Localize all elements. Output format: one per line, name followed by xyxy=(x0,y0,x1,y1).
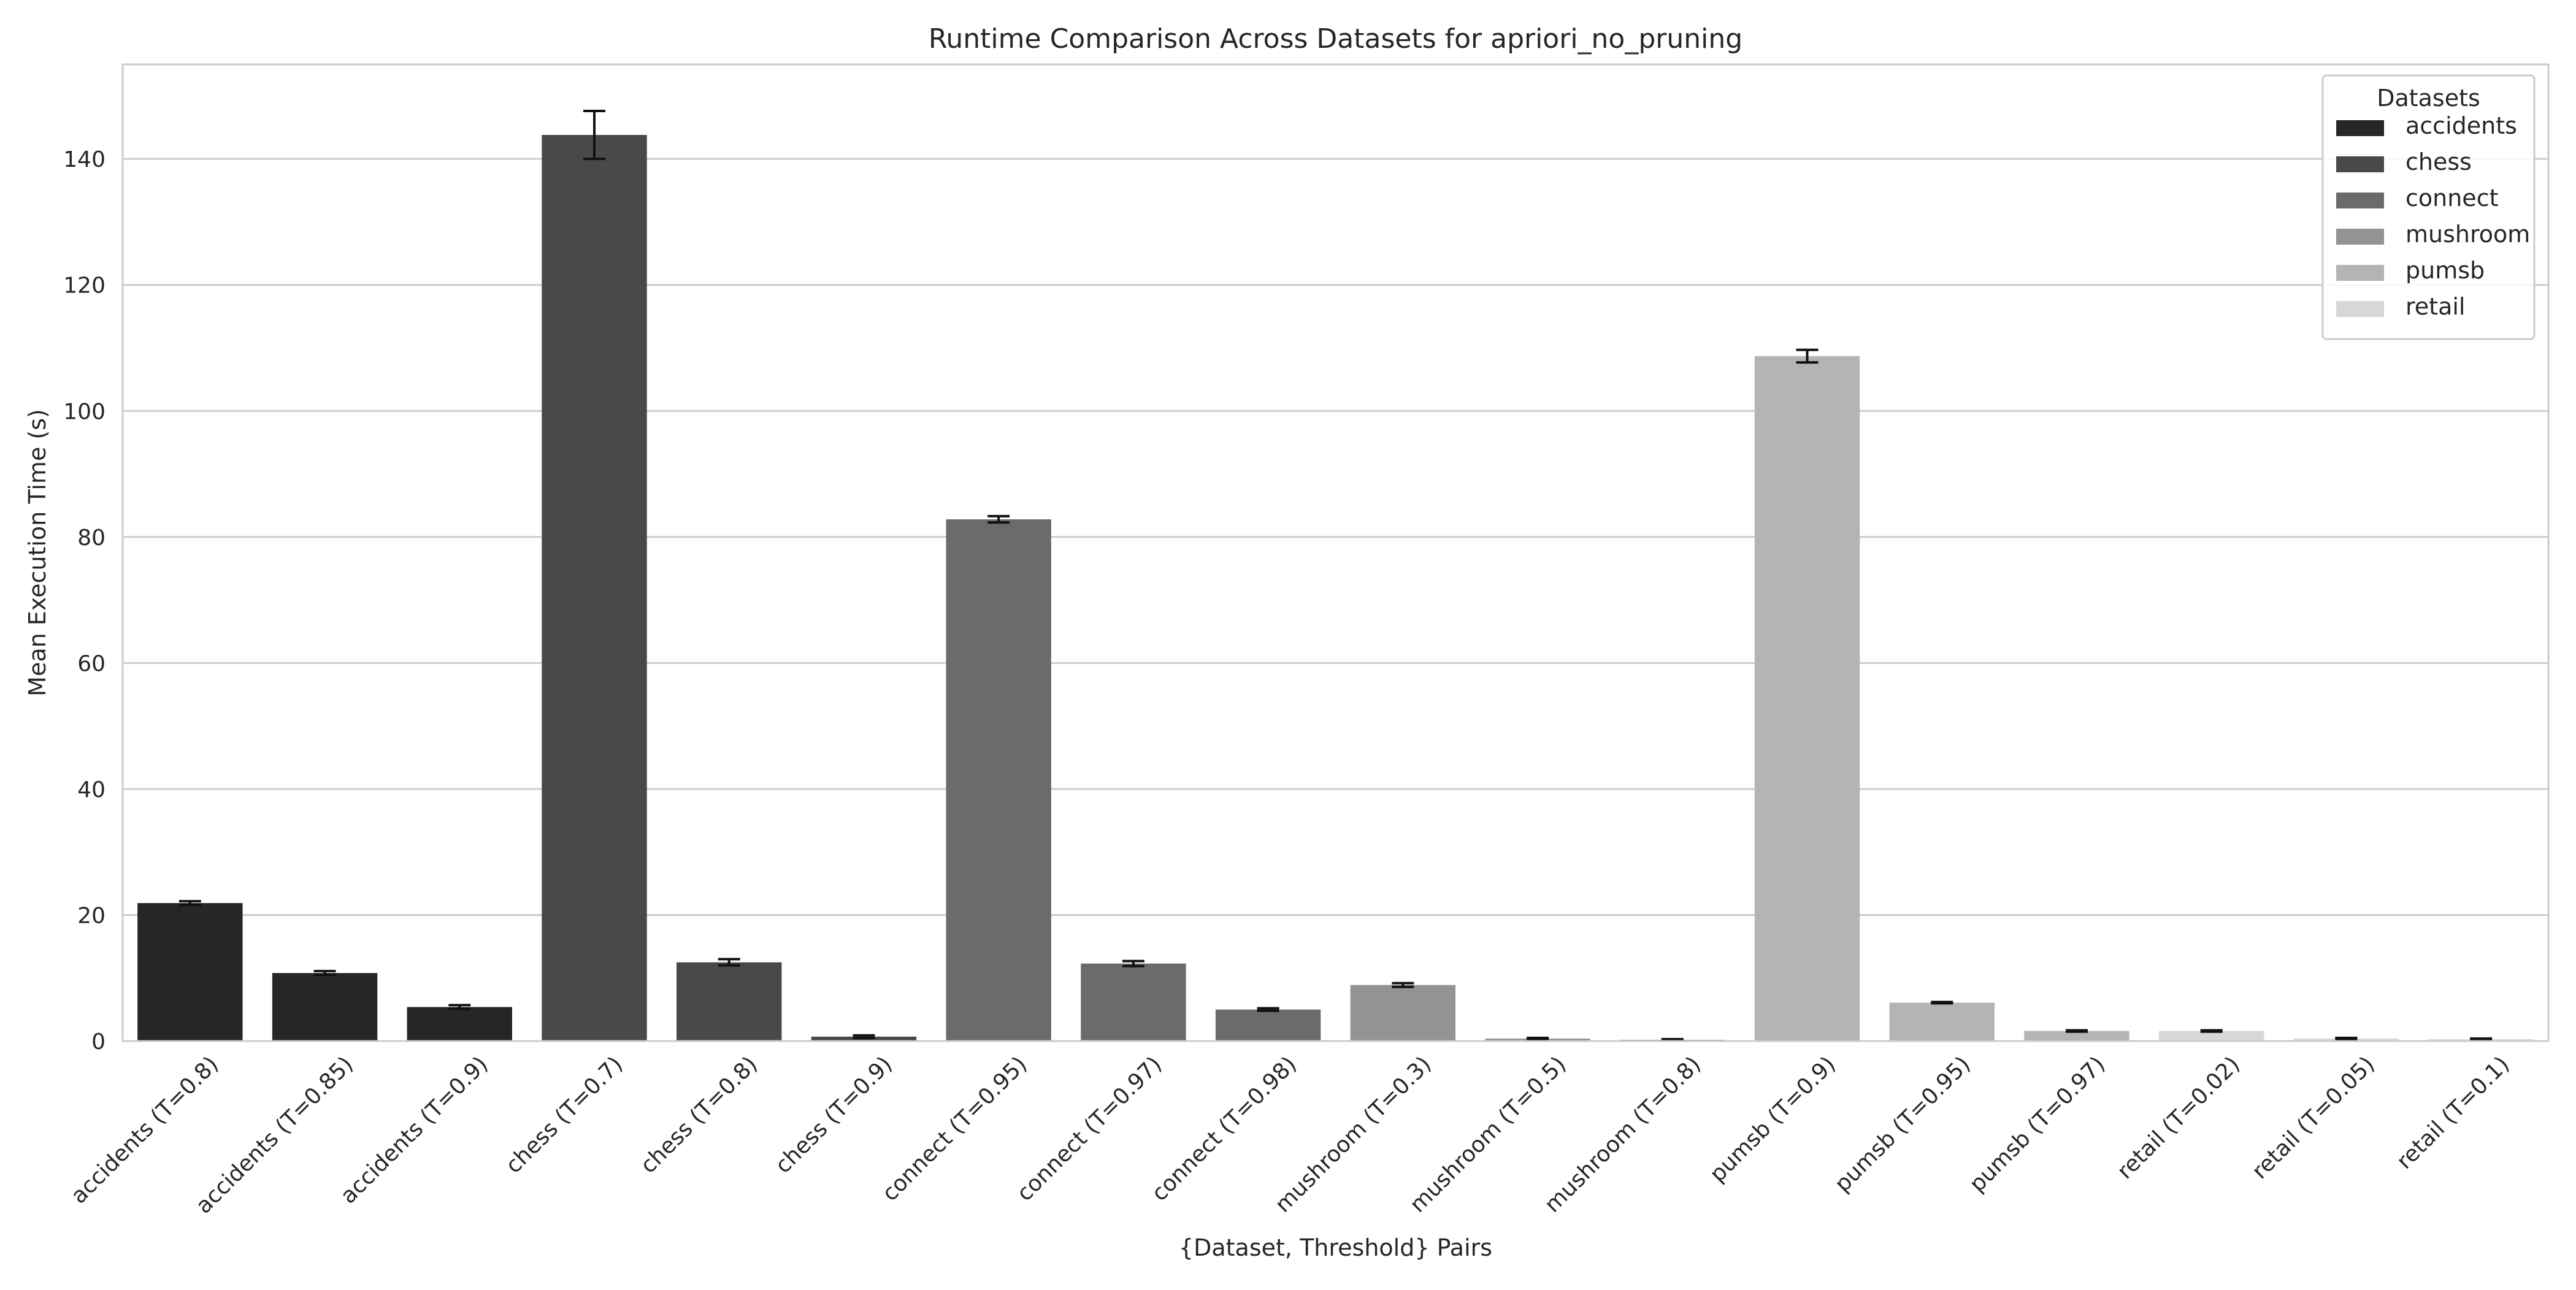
x-tick-label: pumsb (T=0.97) xyxy=(1965,1051,2110,1197)
x-tick-label: accidents (T=0.8) xyxy=(66,1051,223,1208)
legend-swatch xyxy=(2336,193,2384,208)
bar xyxy=(137,903,243,1041)
legend: Datasets accidents chess connect mushroom pu… xyxy=(2321,74,2536,340)
error-bars xyxy=(178,110,2493,1042)
chart-title: Runtime Comparison Across Datasets for a… xyxy=(929,23,1742,55)
bar xyxy=(542,135,647,1042)
legend-swatch xyxy=(2336,229,2384,245)
bar xyxy=(1889,1002,1995,1041)
legend-swatch xyxy=(2336,120,2384,136)
bar xyxy=(2159,1031,2264,1041)
bar xyxy=(2024,1031,2129,1041)
legend-swatch xyxy=(2336,156,2384,172)
x-tick-label: accidents (T=0.85) xyxy=(191,1051,358,1218)
x-tick-label: chess (T=0.8) xyxy=(635,1051,762,1178)
y-axis-label: Mean Execution Time (s) xyxy=(24,409,51,697)
legend-items: accidents chess connect mushroom pumsb retail xyxy=(2336,112,2530,320)
y-tick-label: 60 xyxy=(77,651,105,676)
legend-label: pumsb xyxy=(2405,257,2485,284)
bar xyxy=(272,973,378,1041)
legend-label: retail xyxy=(2405,293,2465,320)
y-tick-label: 0 xyxy=(91,1029,105,1055)
bars xyxy=(137,135,2534,1042)
x-tick-label: pumsb (T=0.9) xyxy=(1705,1051,1841,1187)
legend-title: Datasets xyxy=(2377,85,2480,112)
x-tick-label: connect (T=0.97) xyxy=(1012,1051,1167,1206)
legend-swatch xyxy=(2336,265,2384,281)
bar xyxy=(1215,1009,1321,1041)
x-tick-label: retail (T=0.1) xyxy=(2392,1051,2515,1174)
bar xyxy=(1350,985,1456,1041)
legend-label: mushroom xyxy=(2405,221,2530,248)
bar xyxy=(677,962,782,1041)
y-tick-label: 20 xyxy=(77,903,105,928)
y-tick-labels: 0 20 40 60 80 100 120 140 xyxy=(63,147,105,1055)
x-tick-label: connect (T=0.95) xyxy=(878,1051,1032,1206)
legend-swatch xyxy=(2336,301,2384,317)
x-axis-label: {Dataset, Threshold} Pairs xyxy=(1179,1234,1492,1261)
legend-label: connect xyxy=(2405,185,2498,212)
bar xyxy=(407,1007,512,1041)
y-tick-label: 120 xyxy=(63,273,105,299)
y-tick-label: 140 xyxy=(63,147,105,172)
y-tick-label: 100 xyxy=(63,399,105,424)
x-tick-label: connect (T=0.98) xyxy=(1147,1051,1301,1206)
x-tick-label: retail (T=0.02) xyxy=(2112,1051,2245,1184)
legend-label: accidents xyxy=(2405,112,2517,139)
legend-label: chess xyxy=(2405,148,2472,175)
bar xyxy=(1754,356,1860,1042)
x-tick-label: retail (T=0.05) xyxy=(2247,1051,2380,1184)
x-tick-label: accidents (T=0.9) xyxy=(335,1051,493,1208)
bar xyxy=(1081,963,1186,1041)
grid-lines xyxy=(123,158,2548,1042)
bar xyxy=(946,519,1051,1041)
y-tick-label: 40 xyxy=(77,777,105,803)
x-tick-label: mushroom (T=0.8) xyxy=(1540,1051,1706,1217)
plot-frame xyxy=(121,63,2550,1042)
x-tick-label: chess (T=0.7) xyxy=(501,1051,628,1178)
x-tick-label: pumsb (T=0.95) xyxy=(1830,1051,1976,1197)
y-tick-label: 80 xyxy=(77,525,105,551)
x-tick-labels: accidents (T=0.8)accidents (T=0.85)accid… xyxy=(66,1051,2514,1218)
x-tick-label: chess (T=0.9) xyxy=(770,1051,897,1178)
